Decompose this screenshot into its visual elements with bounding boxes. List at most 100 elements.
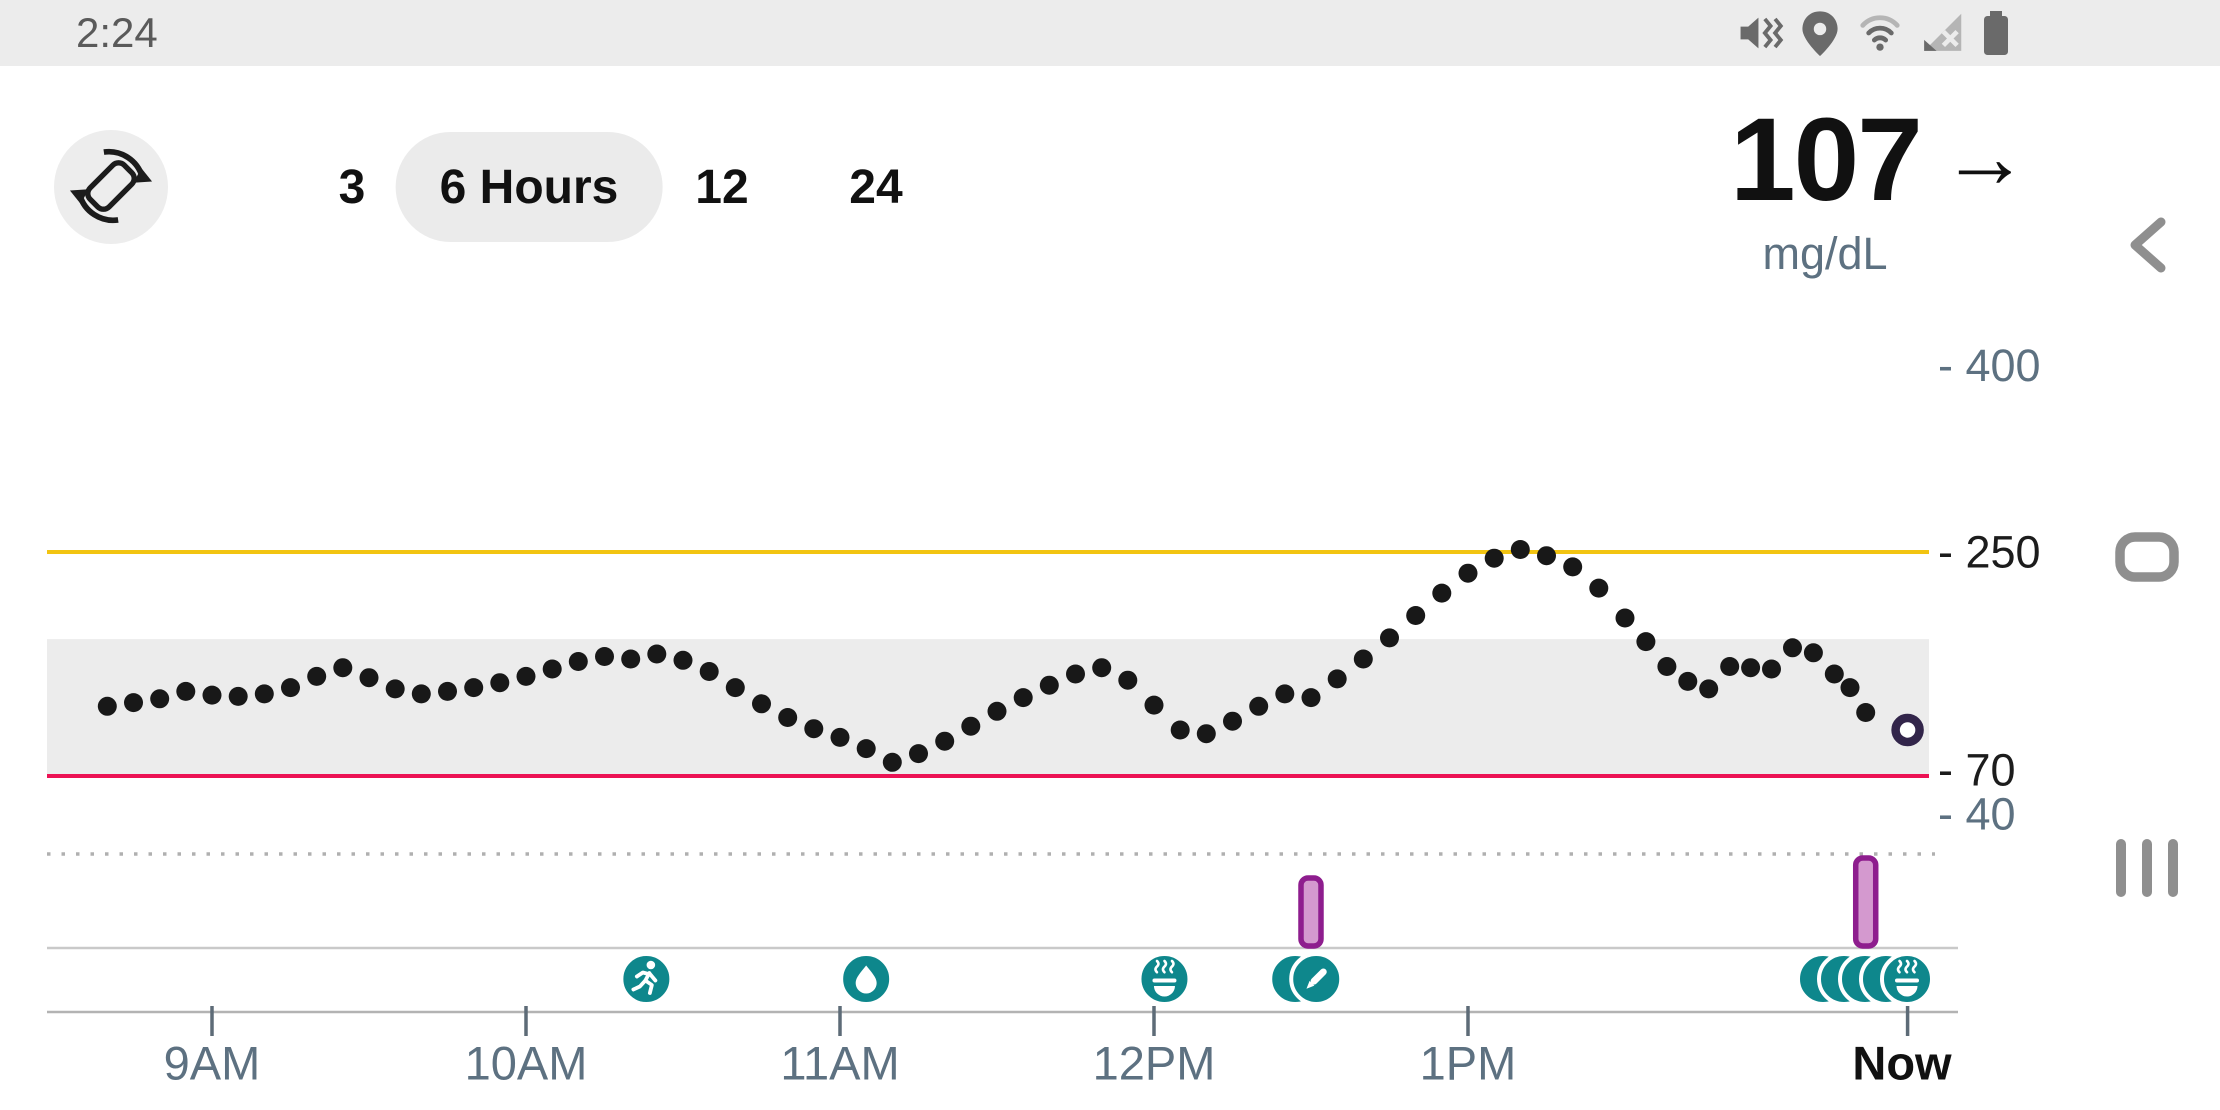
glucose-dot bbox=[1636, 632, 1656, 652]
glucose-dot bbox=[1092, 658, 1112, 678]
glucose-dot bbox=[1484, 548, 1504, 568]
glucose-dot bbox=[307, 666, 327, 686]
glucose-dot bbox=[1699, 679, 1719, 699]
glucose-dot bbox=[882, 752, 902, 772]
current-glucose-reading: 107 → mg/dL bbox=[1730, 92, 2029, 280]
glucose-dot bbox=[464, 678, 484, 698]
x-axis-label-1pm: 1PM bbox=[1420, 1037, 1517, 1090]
current-reading-marker bbox=[1891, 713, 1924, 747]
tab-12-hours[interactable]: 12 bbox=[651, 132, 792, 242]
x-axis-label-11am: 11AM bbox=[780, 1037, 899, 1090]
glucose-dot bbox=[725, 678, 745, 698]
glucose-dot bbox=[1144, 695, 1164, 715]
glucose-dot bbox=[1563, 557, 1583, 577]
glucose-dot bbox=[411, 684, 431, 704]
glucose-dot bbox=[1678, 671, 1698, 691]
glucose-dot bbox=[1118, 670, 1138, 690]
glucose-dot bbox=[987, 701, 1007, 721]
glucose-dot bbox=[1510, 540, 1530, 559]
glucose-dot bbox=[778, 708, 798, 727]
glucose-dot bbox=[1406, 606, 1426, 625]
nav-home-button[interactable] bbox=[2102, 512, 2192, 602]
glucose-dot bbox=[228, 686, 248, 706]
glucose-dot bbox=[621, 649, 641, 669]
nav-recents-button[interactable] bbox=[2102, 823, 2192, 913]
glucose-value: 107 bbox=[1730, 94, 1923, 226]
glucose-dot bbox=[1741, 658, 1761, 678]
water-drop-icon[interactable] bbox=[839, 952, 894, 1006]
glucose-dot bbox=[961, 716, 981, 736]
glucose-unit: mg/dL bbox=[1762, 228, 1888, 279]
status-icons bbox=[1738, 10, 2012, 56]
steam-bowl-icon[interactable] bbox=[1880, 952, 1934, 1006]
rotate-screen-button[interactable] bbox=[54, 130, 168, 244]
wifi-icon bbox=[1856, 11, 1904, 55]
glucose-dot bbox=[699, 662, 719, 681]
insulin-dose-bar-0[interactable] bbox=[1298, 875, 1324, 949]
glucose-dot bbox=[1432, 583, 1452, 603]
runner-icon[interactable] bbox=[619, 952, 674, 1006]
glucose-dot bbox=[568, 652, 588, 671]
glucose-dot bbox=[1537, 546, 1556, 566]
rotate-screen-icon bbox=[61, 136, 161, 239]
y-axis-label-40: - 40 bbox=[1938, 789, 2016, 840]
glucose-dot bbox=[333, 658, 353, 678]
tab-6-hours[interactable]: 6 Hours bbox=[395, 132, 663, 242]
glucose-dot bbox=[804, 719, 824, 739]
status-bar: 2:24 bbox=[0, 0, 2220, 66]
glucose-dot bbox=[150, 689, 170, 709]
tab-3-hours[interactable]: 3 bbox=[295, 132, 410, 242]
tab-24-hours[interactable]: 24 bbox=[805, 132, 946, 242]
glucose-dot bbox=[1824, 664, 1844, 684]
glucose-dot bbox=[1327, 669, 1347, 689]
glucose-dot bbox=[1856, 703, 1876, 722]
android-nav-bar bbox=[2102, 0, 2192, 1110]
y-axis-label-400: - 400 bbox=[1938, 340, 2041, 391]
glucose-dot bbox=[1380, 628, 1399, 648]
glucose-dot bbox=[1196, 724, 1216, 744]
insulin-pen-icon[interactable] bbox=[1289, 952, 1344, 1006]
glucose-dot bbox=[830, 727, 850, 747]
glucose-dot bbox=[438, 681, 457, 701]
glucose-dot bbox=[1066, 664, 1085, 684]
y-axis-label-70: - 70 bbox=[1938, 745, 2016, 796]
location-icon bbox=[1800, 10, 1840, 56]
target-range-band bbox=[47, 639, 1929, 776]
nav-back-button[interactable] bbox=[2102, 200, 2192, 290]
steam-bowl-icon[interactable] bbox=[1137, 952, 1192, 1006]
glucose-dot bbox=[1275, 684, 1295, 704]
steady-trend-arrow-icon: → bbox=[1940, 107, 2029, 206]
y-axis-label-250: - 250 bbox=[1938, 527, 2041, 578]
signal-no-data-icon bbox=[1920, 11, 1964, 55]
glucose-dot bbox=[542, 659, 562, 679]
back-chevron-icon bbox=[2130, 217, 2166, 273]
x-axis-label-9am: 9AM bbox=[164, 1037, 261, 1090]
glucose-dot bbox=[1803, 643, 1823, 663]
glucose-dot bbox=[281, 678, 300, 698]
glucose-dot bbox=[385, 679, 405, 699]
x-axis-label-10am: 10AM bbox=[465, 1037, 588, 1090]
glucose-dot bbox=[1720, 657, 1740, 676]
glucose-dot bbox=[1589, 578, 1609, 598]
x-axis-label-now: Now bbox=[1852, 1037, 1952, 1090]
glucose-dot bbox=[856, 739, 876, 759]
glucose-dot bbox=[673, 650, 693, 670]
glucose-dot bbox=[1249, 696, 1269, 716]
glucose-dot bbox=[935, 731, 955, 751]
glucose-dot bbox=[1013, 688, 1033, 708]
glucose-value-row: 107 → bbox=[1730, 92, 2029, 228]
glucose-dot bbox=[124, 693, 143, 713]
battery-icon bbox=[1980, 10, 2012, 56]
glucose-dot bbox=[1762, 659, 1781, 679]
x-axis-label-12pm: 12PM bbox=[1093, 1037, 1216, 1090]
time-range-tabs: 3 6 Hours 12 24 bbox=[0, 132, 1100, 242]
low-threshold-line bbox=[47, 774, 1929, 778]
insulin-dose-bar-1[interactable] bbox=[1852, 855, 1879, 949]
recents-bars-icon bbox=[2116, 839, 2178, 897]
glucose-dot bbox=[1783, 638, 1802, 658]
glucose-dot bbox=[97, 696, 117, 716]
glucose-dot bbox=[595, 647, 614, 666]
